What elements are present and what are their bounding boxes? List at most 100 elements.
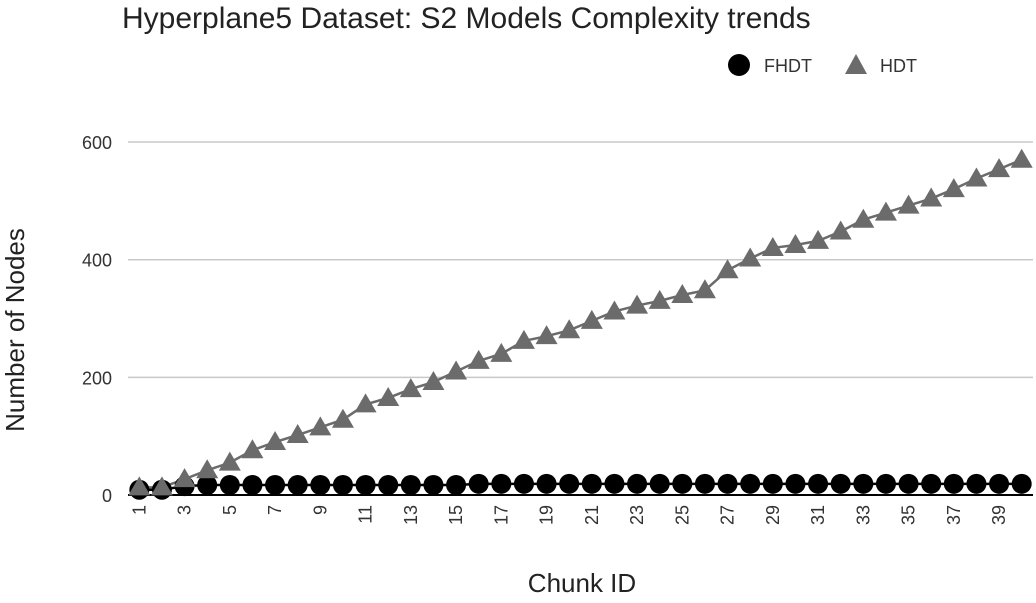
fhdt-series-line xyxy=(139,482,1022,491)
fhdt-point xyxy=(785,473,806,494)
hdt-point xyxy=(535,325,558,345)
legend: FHDT HDT xyxy=(728,54,917,76)
x-tick-label: 27 xyxy=(718,505,738,525)
hdt-point xyxy=(852,208,875,228)
hdt-point xyxy=(920,187,943,207)
hdt-point xyxy=(150,476,173,496)
hdt-point xyxy=(671,284,694,303)
fhdt-point xyxy=(717,473,738,494)
hdt-point xyxy=(603,300,626,320)
fhdt-point xyxy=(242,475,263,495)
x-tick-label: 39 xyxy=(989,505,1009,525)
hdt-point xyxy=(558,319,581,339)
legend-hdt-label: HDT xyxy=(880,56,917,76)
fhdt-point xyxy=(853,473,874,494)
x-tick-label: 11 xyxy=(356,505,376,524)
y-tick-label: 0 xyxy=(102,486,112,506)
hdt-point xyxy=(264,431,287,451)
fhdt-point xyxy=(559,473,580,494)
x-tick-label: 13 xyxy=(401,505,421,525)
fhdt-point xyxy=(740,473,761,494)
hdt-point xyxy=(626,294,649,314)
fhdt-point xyxy=(762,473,783,494)
legend-hdt-marker xyxy=(845,54,867,74)
hdt-point xyxy=(490,342,513,362)
fhdt-point xyxy=(219,475,240,495)
x-axis-ticks: 1 3 5 7 9 11 13 15 17 19 21 23 25 27 29 31 33 35 37 39 xyxy=(129,505,1009,525)
x-tick-label: 1 xyxy=(129,505,149,515)
fhdt-point xyxy=(332,475,353,495)
hdt-point xyxy=(218,451,241,471)
fhdt-point xyxy=(423,475,444,495)
hdt-point xyxy=(761,236,784,256)
fhdt-point xyxy=(513,473,534,494)
hdt-point xyxy=(467,349,490,369)
hdt-point xyxy=(196,459,219,479)
fhdt-point xyxy=(627,473,648,494)
x-tick-label: 15 xyxy=(446,505,466,525)
hdt-point xyxy=(1010,148,1033,168)
fhdt-point xyxy=(491,473,512,494)
series-marks xyxy=(128,148,1033,500)
hdt-point xyxy=(874,201,897,221)
x-tick-label: 7 xyxy=(265,505,285,515)
x-axis-title: Chunk ID xyxy=(528,568,636,598)
hdt-point xyxy=(897,194,920,214)
hdt-point xyxy=(354,393,377,413)
fhdt-point xyxy=(197,475,218,495)
fhdt-point xyxy=(898,473,919,494)
hdt-point xyxy=(807,229,830,249)
fhdt-point xyxy=(875,473,896,494)
fhdt-point xyxy=(921,473,942,494)
hdt-point xyxy=(512,329,535,349)
fhdt-point xyxy=(672,473,693,494)
hdt-point xyxy=(399,378,422,398)
hdt-point xyxy=(716,259,739,279)
hdt-point xyxy=(422,371,445,391)
hdt-point xyxy=(241,439,264,459)
x-tick-label: 5 xyxy=(220,505,240,515)
chart-title: Hyperplane5 Dataset: S2 Models Complexit… xyxy=(122,2,811,35)
fhdt-point xyxy=(649,473,670,494)
hdt-series-line xyxy=(139,158,1023,489)
x-tick-label: 19 xyxy=(537,505,557,525)
x-tick-label: 31 xyxy=(808,505,828,525)
fhdt-point xyxy=(287,475,308,495)
y-tick-label: 600 xyxy=(82,133,112,153)
hdt-point xyxy=(173,468,196,488)
fhdt-point xyxy=(355,475,376,495)
hdt-point xyxy=(988,158,1011,178)
fhdt-point xyxy=(943,473,964,494)
hdt-point xyxy=(128,476,151,496)
fhdt-point xyxy=(446,475,467,495)
fhdt-point xyxy=(536,473,557,494)
fhdt-point xyxy=(378,475,399,495)
fhdt-point xyxy=(694,473,715,494)
fhdt-point xyxy=(310,475,331,495)
grid xyxy=(128,141,1033,379)
hdt-point xyxy=(648,289,671,309)
y-axis-title: Number of Nodes xyxy=(0,228,30,432)
hdt-point xyxy=(445,360,468,380)
fhdt-point xyxy=(966,473,987,494)
fhdt-point xyxy=(265,475,286,495)
y-tick-label: 200 xyxy=(82,368,112,388)
fhdt-point xyxy=(989,473,1010,494)
x-tick-label: 37 xyxy=(944,505,964,525)
hdt-point xyxy=(784,234,807,253)
fhdt-point xyxy=(808,473,829,494)
fhdt-point xyxy=(400,475,421,495)
hdt-point xyxy=(739,247,762,267)
series-lines xyxy=(139,158,1023,491)
fhdt-point xyxy=(581,473,602,494)
hdt-point xyxy=(286,424,309,443)
x-tick-label: 25 xyxy=(672,505,692,525)
x-tick-label: 35 xyxy=(899,505,919,525)
x-tick-label: 29 xyxy=(763,505,783,525)
hdt-point xyxy=(309,416,332,436)
x-tick-label: 3 xyxy=(175,505,195,515)
x-tick-label: 9 xyxy=(310,505,330,515)
hdt-point xyxy=(377,386,400,406)
y-axis-ticks: 0 200 400 600 xyxy=(82,133,112,506)
